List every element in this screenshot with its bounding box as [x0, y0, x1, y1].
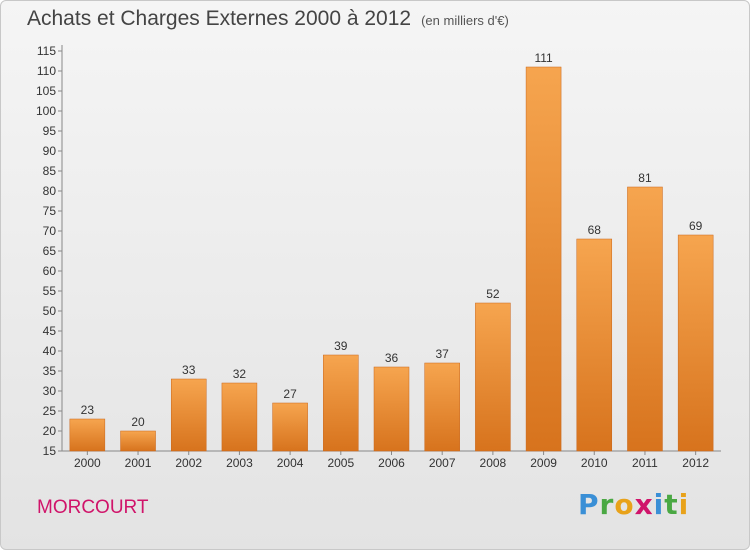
bar-value-label: 27 [283, 387, 297, 401]
proxiti-logo: Proxiti [578, 488, 689, 521]
bar-value-label: 52 [486, 287, 500, 301]
y-tick-label: 85 [43, 164, 57, 178]
bar-value-label: 37 [436, 347, 450, 361]
x-tick-label: 2007 [429, 456, 456, 470]
bar [272, 402, 308, 452]
x-tick-label: 2000 [74, 456, 101, 470]
x-tick-label: 2008 [480, 456, 507, 470]
bar [677, 234, 714, 452]
bar [170, 378, 207, 452]
bar [475, 302, 511, 452]
logo-letter: t [664, 488, 679, 521]
x-tick-label: 2002 [175, 456, 202, 470]
logo-letter: x [634, 488, 654, 521]
y-tick-label: 65 [43, 244, 57, 258]
logo-letter: r [599, 488, 615, 521]
y-tick-label: 15 [43, 444, 57, 458]
bar [120, 430, 156, 452]
x-axis: 2000 2001 2002 2003 2004 2005 2006 2007 2008 2009… [62, 450, 721, 470]
y-tick-label: 105 [36, 84, 56, 98]
y-axis: 15 20 25 30 35 40 45 50 55 60 65 70 75 80 85 90 95 100 105… [36, 44, 63, 458]
bar [373, 366, 410, 452]
bar [69, 418, 106, 452]
y-tick-label: 55 [43, 284, 57, 298]
x-tick-label: 2005 [327, 456, 354, 470]
x-tick-label: 2009 [530, 456, 557, 470]
x-tick-label: 2001 [125, 456, 152, 470]
bar-value-label: 20 [131, 415, 145, 429]
bar [576, 238, 613, 452]
logo-letter: i [678, 488, 690, 521]
y-tick-label: 30 [43, 384, 57, 398]
bar [627, 186, 663, 452]
y-tick-label: 110 [37, 64, 56, 78]
value-labels-group: 23 20 33 32 27 39 36 37 52 111 68 81 69 [81, 51, 703, 429]
bar [323, 354, 359, 452]
y-tick-label: 95 [43, 124, 57, 138]
bar-value-label: 111 [534, 51, 553, 65]
bar-value-label: 23 [81, 403, 95, 417]
y-tick-label: 50 [43, 304, 57, 318]
bar [424, 362, 460, 452]
x-tick-label: 2011 [632, 456, 658, 470]
logo-letter: P [578, 488, 600, 521]
y-tick-label: 45 [43, 324, 57, 338]
x-tick-label: 2010 [581, 456, 608, 470]
bar [221, 382, 258, 452]
x-tick-label: 2006 [378, 456, 405, 470]
bar-value-label: 36 [385, 351, 399, 365]
bar-value-label: 69 [689, 219, 703, 233]
y-tick-label: 20 [43, 424, 57, 438]
y-tick-label: 75 [43, 204, 57, 218]
bar-value-label: 68 [588, 223, 602, 237]
bar-value-label: 33 [182, 363, 196, 377]
bar-value-label: 81 [638, 171, 652, 185]
chart-subtitle: (en milliers d'€) [421, 13, 509, 28]
y-tick-label: 25 [43, 404, 57, 418]
y-tick-label: 100 [36, 104, 56, 118]
chart-title-text: Achats et Charges Externes 2000 à 2012 [27, 7, 412, 30]
logo-letter: i [653, 488, 665, 521]
bar [525, 66, 562, 452]
y-tick-label: 80 [43, 184, 57, 198]
bar-value-label: 39 [334, 339, 348, 353]
bar-value-label: 32 [233, 367, 247, 381]
y-tick-label: 60 [43, 264, 57, 278]
y-tick-label: 35 [43, 364, 57, 378]
bars-group [69, 66, 714, 452]
x-tick-label: 2004 [277, 456, 304, 470]
y-tick-label: 70 [43, 224, 57, 238]
y-tick-label: 40 [43, 344, 57, 358]
logo-letter: o [614, 488, 635, 521]
y-tick-label: 90 [43, 144, 57, 158]
y-tick-label: 115 [37, 44, 56, 58]
x-tick-label: 2003 [226, 456, 253, 470]
x-tick-label: 2012 [682, 456, 709, 470]
chart-title: Achats et Charges Externes 2000 à 2012 (e… [27, 7, 509, 31]
commune-name: MORCOURT [37, 497, 149, 518]
